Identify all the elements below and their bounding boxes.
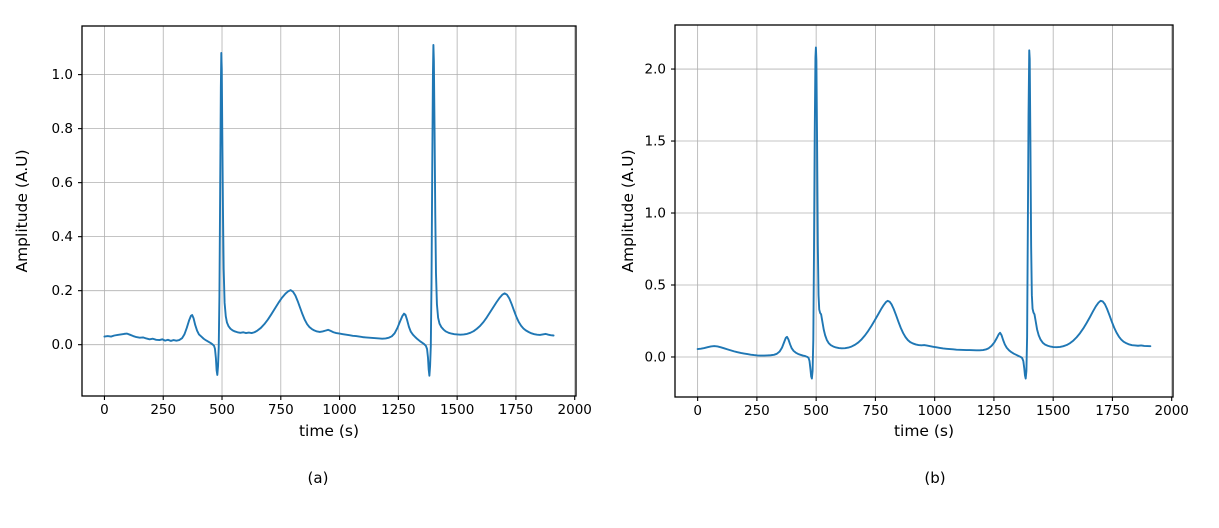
x-tick-label: 2000	[1155, 403, 1189, 419]
tick-marks	[671, 68, 1173, 401]
x-tick-label: 1750	[1095, 403, 1129, 419]
grid-lines	[675, 25, 1173, 397]
x-tick-label: 1500	[440, 402, 474, 418]
y-tick-label: 0.6	[52, 175, 73, 191]
y-tick-label: 0.2	[52, 283, 73, 299]
x-tick-label: 1000	[322, 402, 356, 418]
y-tick-label: 0.0	[52, 337, 73, 353]
x-tick-label: 2000	[558, 402, 592, 418]
tick-labels: 0 250 500 750 1000 1250 1500 1750 2000 0.0 0.5 1.0 1…	[645, 62, 1189, 419]
x-tick-label: 500	[209, 402, 235, 418]
x-tick-label: 0	[693, 403, 702, 419]
y-tick-label: 0.4	[52, 229, 73, 245]
grid-lines	[82, 26, 576, 396]
chart-b-ylabel: Amplitude (A.U)	[619, 149, 637, 273]
x-tick-label: 750	[863, 403, 889, 419]
chart-a-plot: 0 250 500 750 1000 1250 1500 1750 2000 0.0 0.2 0.4 0…	[52, 25, 592, 418]
x-tick-label: 250	[150, 402, 176, 418]
y-tick-label: 0.0	[645, 349, 666, 365]
chart-a-figure: 0 250 500 750 1000 1250 1500 1750 2000 0.0 0.2 0.4 0…	[13, 25, 592, 487]
x-tick-label: 1000	[917, 403, 951, 419]
plot-border	[674, 24, 1174, 398]
x-tick-label: 500	[803, 403, 829, 419]
x-tick-label: 1250	[977, 403, 1011, 419]
chart-b-caption: (b)	[924, 469, 946, 487]
x-tick-label: 750	[268, 402, 294, 418]
y-tick-label: 2.0	[645, 62, 666, 78]
tick-marks	[78, 74, 576, 400]
x-tick-label: 1750	[499, 402, 533, 418]
y-tick-label: 0.8	[52, 121, 73, 137]
chart-a-xlabel: time (s)	[298, 422, 360, 440]
x-tick-label: 250	[744, 403, 770, 419]
signal-line	[103, 43, 555, 377]
plot-border	[81, 25, 577, 397]
chart-b-xlabel: time (s)	[893, 422, 955, 440]
chart-b-plot: 0 250 500 750 1000 1250 1500 1750 2000 0.0 0.5 1.0 1…	[645, 24, 1189, 419]
x-tick-label: 0	[100, 402, 109, 418]
chart-b-figure: 0 250 500 750 1000 1250 1500 1750 2000 0.0 0.5 1.0 1…	[609, 0, 1219, 528]
chart-a-caption: (a)	[307, 469, 329, 487]
y-tick-label: 1.0	[52, 67, 73, 83]
x-tick-label: 1500	[1036, 403, 1070, 419]
tick-labels: 0 250 500 750 1000 1250 1500 1750 2000 0.0 0.2 0.4 0…	[52, 67, 592, 418]
chart-a-ylabel: Amplitude (A.U)	[13, 149, 31, 273]
y-tick-label: 0.5	[645, 277, 666, 293]
x-tick-label: 1250	[381, 402, 415, 418]
y-tick-label: 1.0	[645, 206, 666, 222]
y-tick-label: 1.5	[645, 134, 666, 150]
signal-line	[696, 46, 1152, 380]
